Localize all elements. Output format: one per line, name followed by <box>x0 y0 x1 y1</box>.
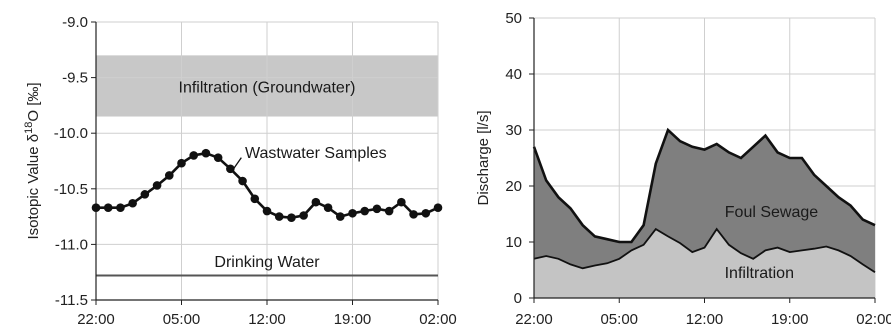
right-x-tick-label: 12:00 <box>686 311 724 328</box>
infiltration-area <box>534 229 875 298</box>
left-y-tick-label: -9.0 <box>62 14 88 31</box>
wastewater-sample-point <box>397 197 406 207</box>
wastewater-sample-point <box>152 181 162 190</box>
wastewater-samples-label: Wastwater Samples <box>245 145 387 162</box>
wastewater-sample-point <box>103 203 113 213</box>
wastewater-sample-point <box>177 158 186 168</box>
left-x-tick-label: 12:00 <box>248 311 286 328</box>
wastewater-sample-point <box>409 210 418 219</box>
wastewater-sample-point <box>201 148 211 158</box>
right-x-tick-label: 05:00 <box>600 311 638 328</box>
total-discharge-line <box>532 127 876 244</box>
wastewater-sample-point <box>299 211 308 220</box>
right-y-tick-label: 30 <box>505 122 522 139</box>
wastewater-sample-point <box>311 197 321 207</box>
right-y-tick-label: 0 <box>514 290 522 307</box>
wastewater-sample-point <box>128 198 137 208</box>
left-y-tick-label: -11.0 <box>55 236 88 253</box>
right-x-tick-label: 02:00 <box>856 311 891 328</box>
left-y-tick-label: -9.5 <box>62 70 88 87</box>
wastewater-sample-point <box>421 208 431 218</box>
wastewater-sample-point <box>140 190 150 199</box>
infiltration-band-label: Infiltration (Groundwater) <box>179 79 356 96</box>
right-x-tick-label: 19:00 <box>771 311 809 328</box>
wastewater-sample-point <box>348 208 357 218</box>
wastewater-annotation-leader <box>232 157 242 171</box>
right-y-tick-label: 20 <box>505 178 522 195</box>
wastewater-sample-point <box>323 203 333 213</box>
left-x-tick-label: 22:00 <box>77 311 115 328</box>
wastewater-sample-point <box>164 171 174 180</box>
wastewater-sample-point <box>360 206 370 216</box>
foul-sewage-area <box>534 130 875 273</box>
wastewater-sample-point <box>238 176 247 186</box>
wastewater-sample-point <box>433 203 443 213</box>
wastewater-sample-point <box>372 204 382 214</box>
wastewater-sample-point <box>250 194 260 204</box>
wastewater-sample-point <box>91 203 101 213</box>
wastewater-sample-point <box>287 213 296 223</box>
right-y-axis-label: Discharge [l/s] <box>475 110 492 205</box>
wastewater-sample-point <box>226 164 235 174</box>
left-y-axis-label: Isotopic Value δ18O [‰] <box>23 82 42 239</box>
left-x-tick-label: 05:00 <box>163 311 201 328</box>
infiltration-label: Infiltration <box>725 265 794 282</box>
wastewater-sample-point <box>189 151 199 160</box>
left-y-tick-label: -10.0 <box>54 125 88 142</box>
right-y-tick-label: 10 <box>505 234 522 251</box>
wastewater-sample-point <box>384 206 394 216</box>
wastewater-sample-point <box>262 206 272 216</box>
wastewater-sample-point <box>213 153 223 162</box>
left-y-tick-label: -10.5 <box>54 181 88 198</box>
right-y-tick-label: 50 <box>505 10 522 27</box>
wastewater-sample-point <box>116 203 125 213</box>
left-x-tick-label: 02:00 <box>419 311 457 328</box>
drinking-water-label: Drinking Water <box>214 254 320 271</box>
left-y-tick-label: -11.5 <box>55 292 88 309</box>
left-x-tick-label: 19:00 <box>334 311 372 328</box>
right-x-tick-label: 22:00 <box>515 311 553 328</box>
foul-sewage-label: Foul Sewage <box>725 204 818 221</box>
right-y-tick-label: 40 <box>505 66 522 83</box>
wastewater-sample-point <box>335 212 345 221</box>
wastewater-sample-point <box>274 212 284 221</box>
infiltration-line <box>533 227 876 273</box>
